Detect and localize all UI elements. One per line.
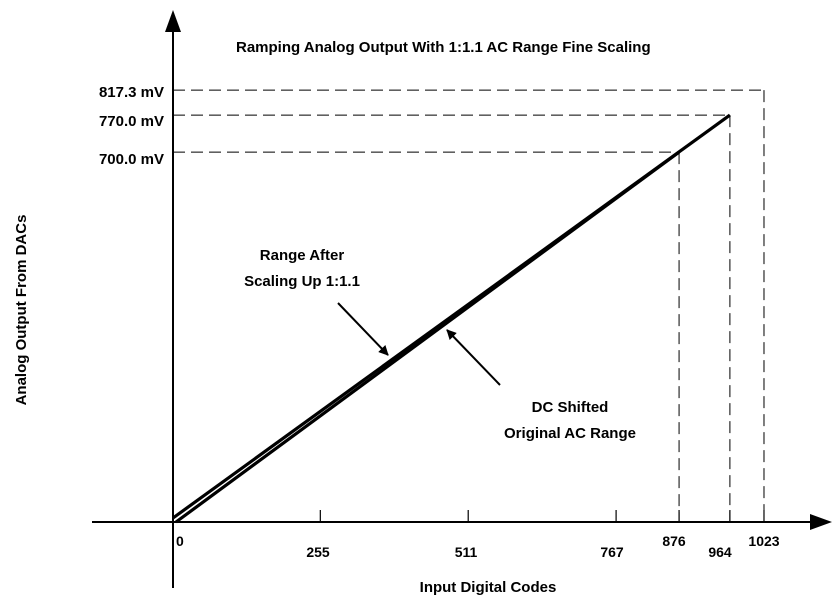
- reference-lines: [173, 89, 765, 522]
- series-lines: [172, 113, 731, 524]
- annotation-original-line-1: DC Shifted: [532, 399, 609, 416]
- y-tick-label-700: 700.0 mV: [99, 151, 164, 168]
- x-tick-label-964: 964: [708, 544, 732, 560]
- x-tick-label-0: 0: [176, 533, 184, 549]
- x-axis-label: Input Digital Codes: [420, 579, 557, 596]
- chart-title: Ramping Analog Output With 1:1.1 AC Rang…: [236, 39, 651, 56]
- x-tick-marks: [319, 510, 765, 522]
- x-tick-label-767: 767: [600, 544, 624, 560]
- y-tick-label-770: 770.0 mV: [99, 113, 164, 130]
- x-tick-label-255: 255: [306, 544, 330, 560]
- annotation-scaled-arrow: [337, 302, 389, 356]
- x-axis-arrowhead: [810, 514, 832, 530]
- annotation-original-arrow: [446, 329, 501, 386]
- annotation-original-line-2: Original AC Range: [504, 425, 636, 442]
- x-tick-label-1023: 1023: [748, 533, 779, 549]
- y-axis-arrowhead: [165, 10, 181, 32]
- x-tick-label-511: 511: [455, 544, 478, 560]
- annotation-scaled-line-1: Range After: [260, 247, 345, 264]
- x-tick-label-876: 876: [662, 533, 686, 549]
- series-line-1: [175, 150, 681, 524]
- y-tick-label-817: 817.3 mV: [99, 84, 164, 101]
- y-axis-label: Analog Output From DACs: [13, 215, 30, 406]
- annotation-scaled-line-2: Scaling Up 1:1.1: [244, 273, 360, 290]
